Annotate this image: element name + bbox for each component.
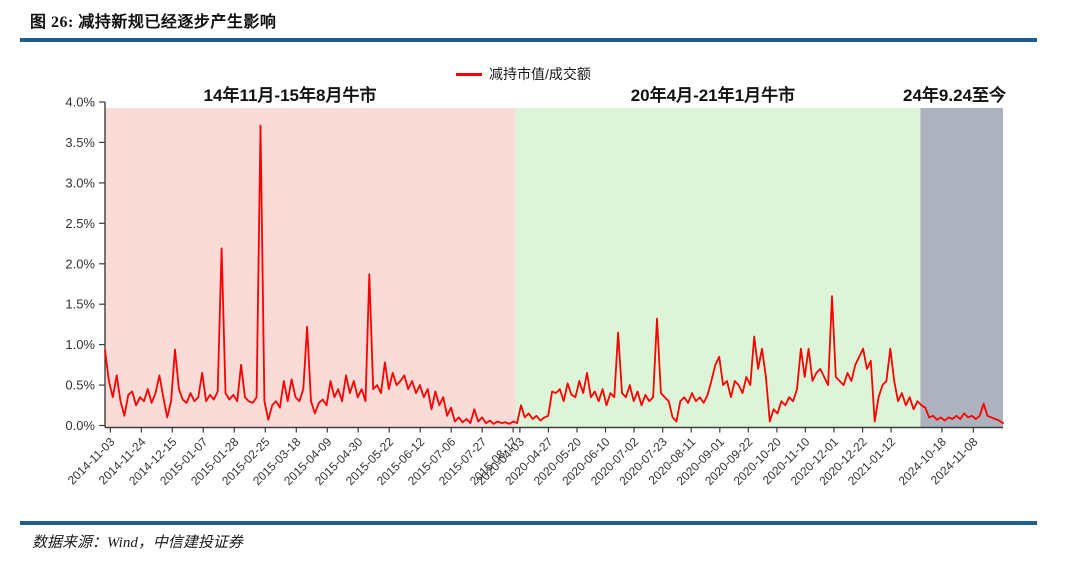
y-tick-label: 0.5% <box>65 378 95 393</box>
y-tick-label: 3.0% <box>65 175 95 190</box>
era-label-1: 20年4月-21年1月牛市 <box>631 85 795 105</box>
figure-title: 图 26: 减持新规已经逐步产生影响 <box>30 14 277 31</box>
era-label-2: 24年9.24至今 <box>903 85 1006 105</box>
era-label-0: 14年11月-15年8月牛市 <box>204 85 377 105</box>
legend-series-label: 减持市值/成交额 <box>489 66 591 82</box>
y-tick-label: 3.5% <box>65 135 95 150</box>
y-tick-label: 0.0% <box>65 418 95 433</box>
legend-line-swatch <box>456 72 482 76</box>
source-note: 数据来源：Wind，中信建投证券 <box>32 535 243 551</box>
y-tick-label: 1.5% <box>65 297 95 312</box>
era-region-2 <box>920 108 1003 428</box>
top-divider-rule <box>20 38 1037 42</box>
data-line-reduction-ratio <box>104 124 1004 425</box>
y-tick-label: 4.0% <box>65 95 95 110</box>
bottom-divider-rule <box>20 521 1037 525</box>
y-tick-label: 2.0% <box>65 256 95 271</box>
y-tick-label: 2.5% <box>65 216 95 231</box>
y-tick-label: 1.0% <box>65 337 95 352</box>
chart-legend: 减持市值/成交额 <box>456 64 591 84</box>
era-region-1 <box>515 108 921 428</box>
